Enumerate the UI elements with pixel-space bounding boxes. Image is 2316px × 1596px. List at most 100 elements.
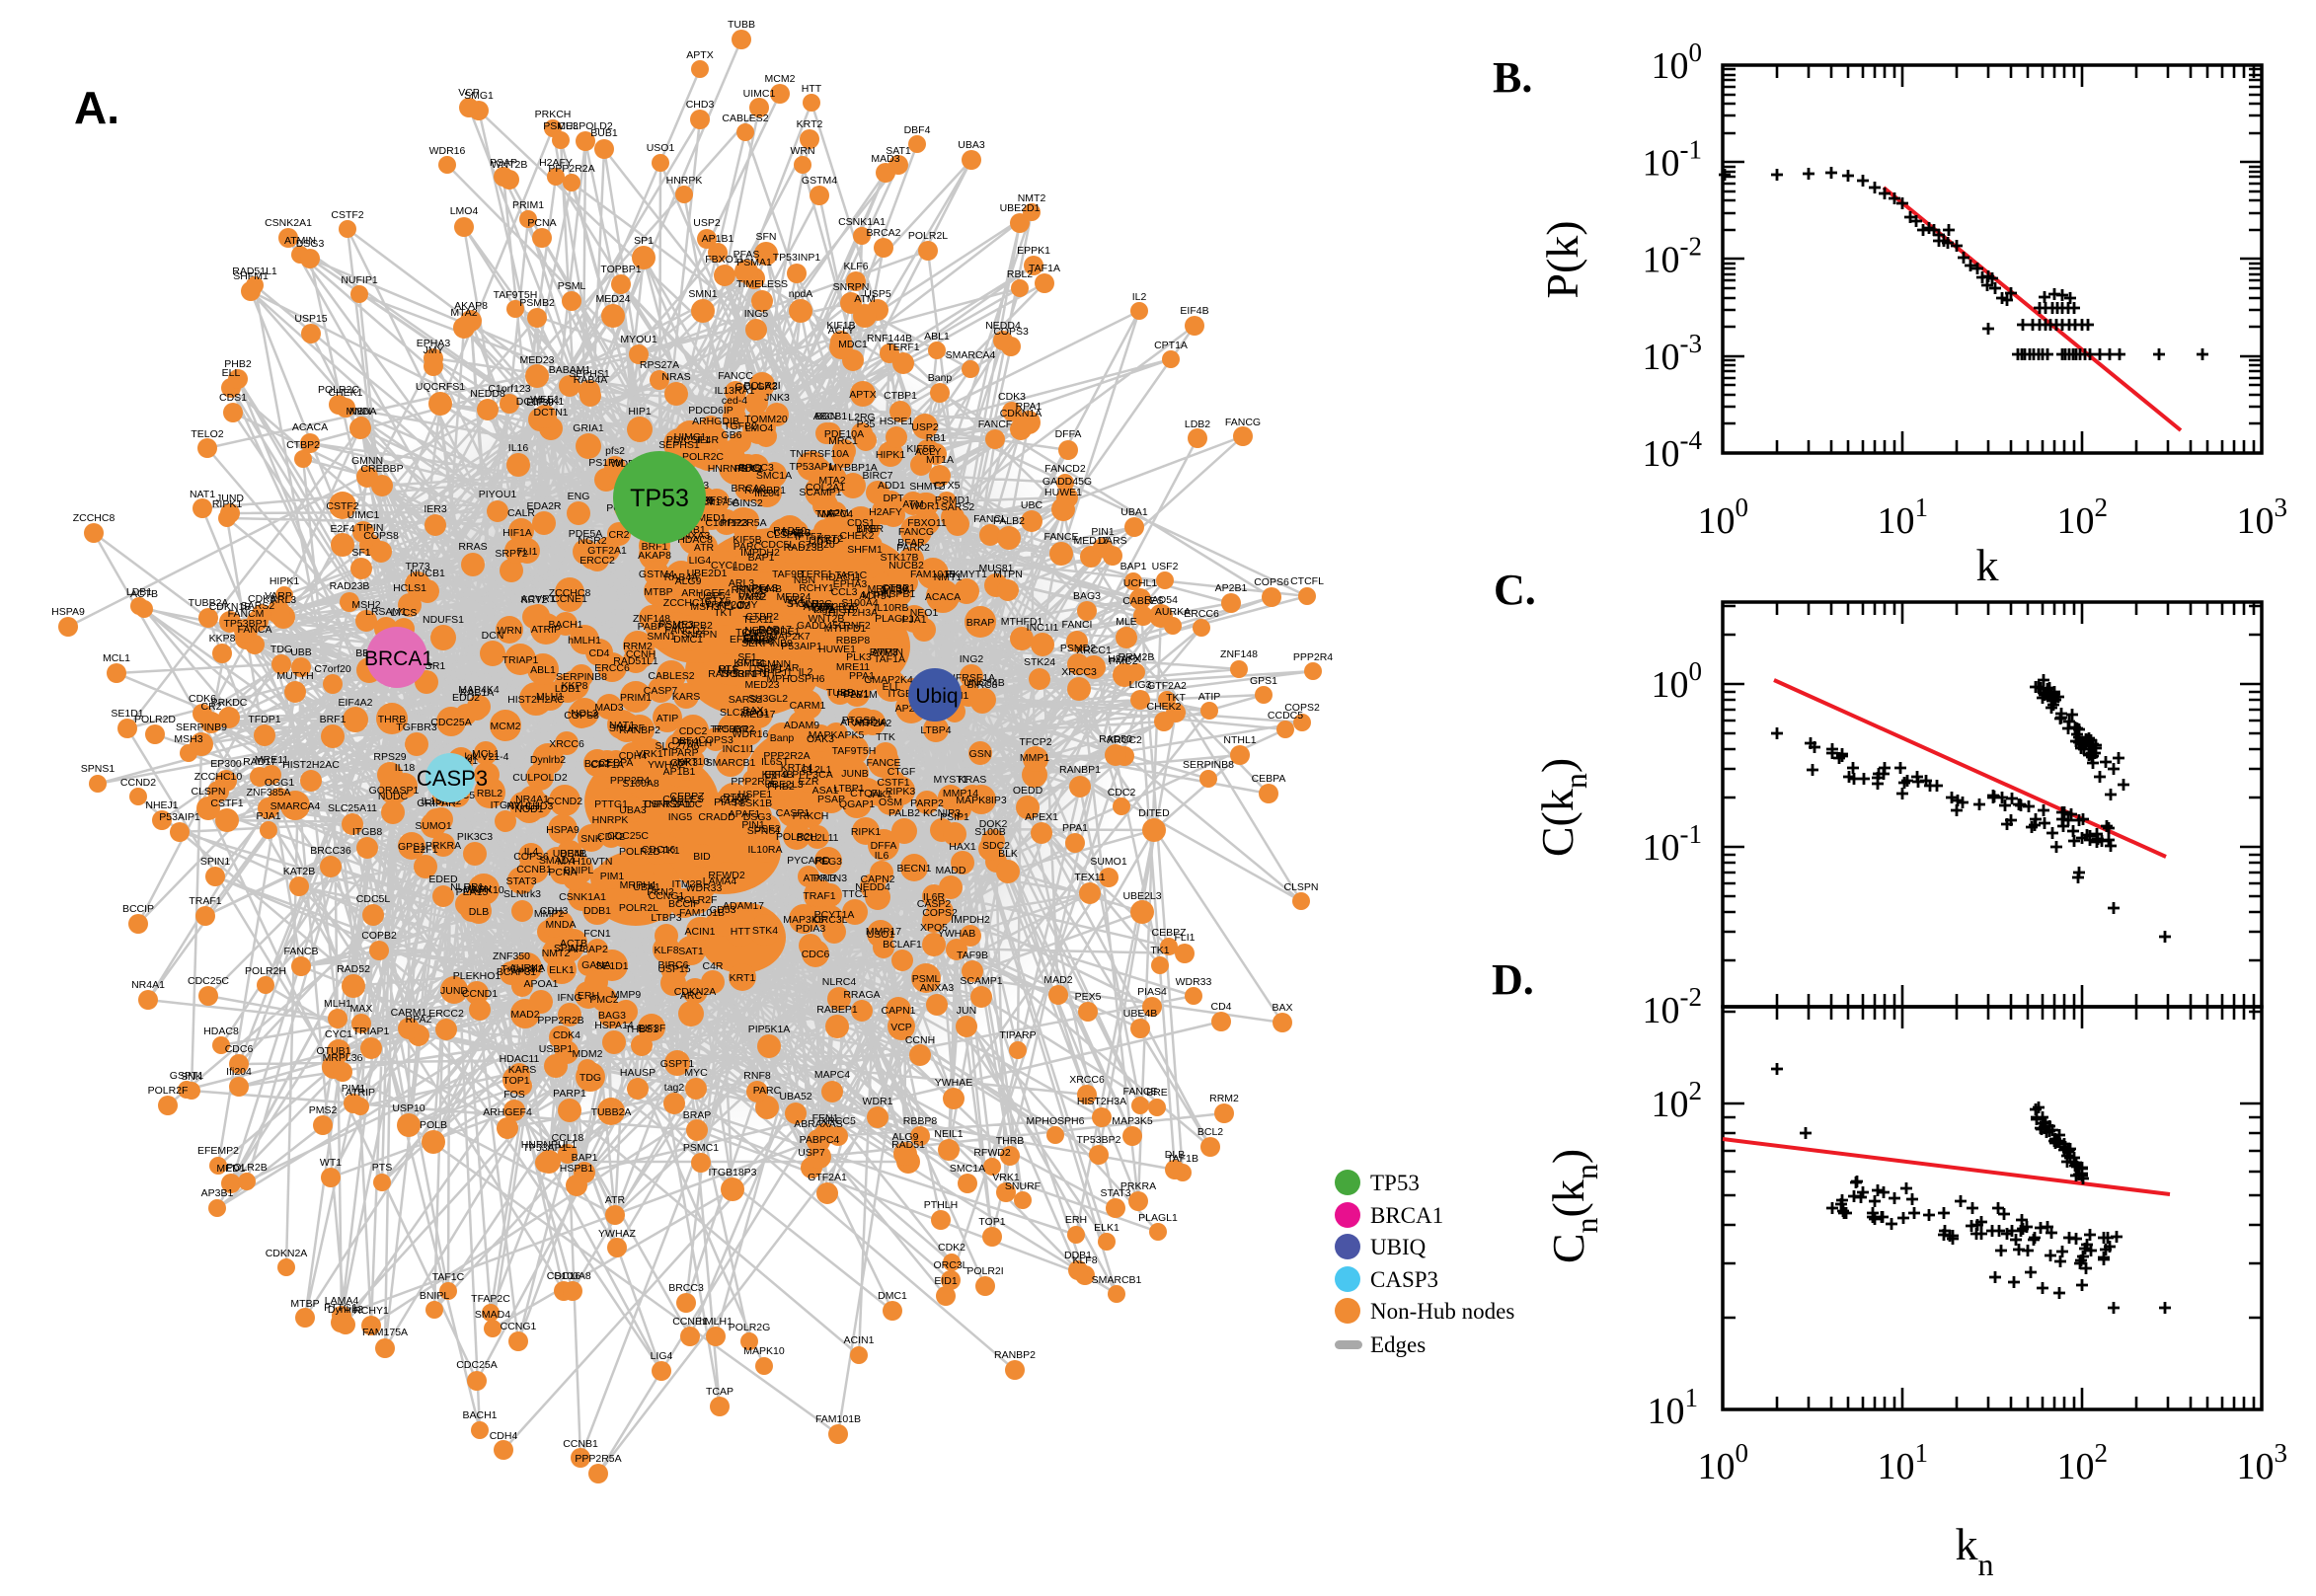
svg-text:UBE4B: UBE4B [553, 848, 586, 860]
svg-text:FBXO11: FBXO11 [907, 517, 947, 529]
svg-text:FANCE: FANCE [1043, 531, 1078, 543]
svg-text:FLI1: FLI1 [516, 546, 537, 558]
svg-text:RAD54: RAD54 [1144, 594, 1178, 606]
svg-text:ATMIN: ATMIN [284, 235, 316, 247]
svg-text:ZNF385A: ZNF385A [247, 787, 291, 798]
svg-text:LYCS: LYCS [391, 607, 418, 619]
svg-text:FCN1: FCN1 [583, 928, 611, 940]
svg-text:UBE2D1: UBE2D1 [687, 568, 728, 579]
svg-text:PARP1: PARP1 [553, 1088, 586, 1100]
svg-text:PSML: PSML [558, 280, 586, 292]
svg-text:MTBP: MTBP [290, 1298, 319, 1310]
svg-text:SMAD4: SMAD4 [475, 1309, 510, 1321]
svg-text:GSTM4: GSTM4 [802, 175, 837, 187]
svg-text:CDK2: CDK2 [938, 1242, 965, 1254]
svg-text:RPS27A: RPS27A [640, 359, 679, 371]
svg-text:CDC5L: CDC5L [356, 893, 391, 905]
svg-text:EFEMP2: EFEMP2 [197, 1145, 239, 1157]
svg-text:MPHOSPH6: MPHOSPH6 [767, 673, 825, 685]
svg-text:CDC25A: CDC25A [430, 717, 471, 728]
svg-text:SNK: SNK [580, 833, 602, 845]
svg-text:UCHL1: UCHL1 [1123, 577, 1158, 589]
svg-text:APTX: APTX [849, 389, 876, 401]
svg-text:RAD17: RAD17 [243, 756, 276, 768]
svg-text:MYH10: MYH10 [557, 856, 591, 868]
svg-text:LDB1: LDB1 [126, 586, 152, 598]
svg-text:IL2: IL2 [799, 666, 813, 678]
svg-text:DLB: DLB [469, 906, 489, 918]
svg-text:PSAP: PSAP [490, 157, 517, 169]
svg-text:LDB1: LDB1 [555, 683, 580, 695]
svg-text:ZCCHC10: ZCCHC10 [194, 771, 243, 783]
svg-text:MAPK8IP3: MAPK8IP3 [956, 795, 1007, 806]
svg-text:SERPINB9: SERPINB9 [741, 638, 793, 649]
svg-text:C4R: C4R [702, 960, 723, 972]
svg-text:ITGAV: ITGAV [491, 799, 521, 811]
svg-text:PDE5A: PDE5A [569, 528, 602, 540]
svg-text:CDC2: CDC2 [679, 725, 708, 737]
svg-text:MCM2: MCM2 [491, 721, 521, 732]
svg-text:TELO2: TELO2 [191, 428, 223, 440]
svg-text:INC1I1: INC1I1 [723, 743, 755, 755]
svg-text:HDAC8: HDAC8 [677, 534, 713, 546]
svg-text:MRE11: MRE11 [255, 754, 288, 766]
svg-text:Banp: Banp [770, 732, 795, 744]
svg-text:CCNH: CCNH [905, 1034, 935, 1046]
svg-text:CCNB1: CCNB1 [516, 864, 552, 875]
svg-text:GMNN: GMNN [351, 455, 383, 467]
svg-text:APOA1: APOA1 [523, 978, 558, 990]
svg-text:LTBP1: LTBP1 [833, 783, 864, 795]
svg-text:PFAS: PFAS [752, 582, 779, 594]
svg-text:RASGRF1: RASGRF1 [708, 668, 757, 680]
svg-text:DMC1: DMC1 [878, 1290, 907, 1302]
svg-text:PRTN3: PRTN3 [813, 873, 847, 884]
svg-text:FANCD2: FANCD2 [1044, 463, 1086, 475]
svg-text:PSME3: PSME3 [543, 120, 579, 132]
svg-text:HUWE1: HUWE1 [818, 644, 856, 655]
svg-text:TOPBP1: TOPBP1 [600, 264, 641, 275]
svg-text:HCLS1: HCLS1 [393, 582, 426, 594]
svg-text:E2F1: E2F1 [413, 844, 437, 856]
svg-text:EDD2: EDD2 [452, 692, 480, 704]
svg-text:RAD50: RAD50 [1099, 733, 1132, 745]
svg-text:UBE4B: UBE4B [1123, 1008, 1157, 1020]
svg-text:MED17: MED17 [740, 709, 775, 721]
svg-text:LTBP4: LTBP4 [920, 724, 951, 736]
svg-text:ABCB1: ABCB1 [813, 411, 848, 422]
svg-text:MED23: MED23 [519, 354, 554, 366]
svg-text:YWHAB: YWHAB [938, 928, 976, 940]
svg-text:RIPK1: RIPK1 [212, 498, 243, 510]
svg-text:CAPN1: CAPN1 [881, 1005, 915, 1017]
svg-text:lgk-V21-4: lgk-V21-4 [465, 751, 509, 763]
svg-text:BRAP: BRAP [683, 1109, 712, 1121]
svg-text:CL2L1: CL2L1 [802, 764, 832, 776]
svg-text:PDCD6IP: PDCD6IP [688, 405, 733, 417]
svg-text:RANBP1: RANBP1 [744, 485, 786, 496]
svg-text:FEN1: FEN1 [812, 1112, 839, 1124]
svg-text:ITGB18P3: ITGB18P3 [708, 1167, 756, 1178]
svg-text:PEA15: PEA15 [456, 886, 489, 898]
svg-text:PMC2: PMC2 [1109, 655, 1137, 667]
svg-text:CPT1A: CPT1A [1154, 340, 1188, 351]
svg-text:CASP7: CASP7 [644, 685, 678, 697]
svg-text:TP53INP1: TP53INP1 [773, 252, 821, 264]
svg-text:RABEP1: RABEP1 [816, 1004, 858, 1016]
svg-text:OAK3: OAK3 [807, 733, 834, 745]
svg-text:C7orf20: C7orf20 [798, 539, 835, 551]
svg-text:EID1: EID1 [743, 633, 767, 645]
svg-text:GSTM4: GSTM4 [639, 569, 674, 580]
svg-text:TGFBR3: TGFBR3 [396, 722, 437, 733]
svg-text:Dynlrb2: Dynlrb2 [530, 754, 566, 766]
svg-text:MTPN: MTPN [862, 589, 891, 601]
svg-text:ZNF148: ZNF148 [633, 613, 670, 625]
svg-text:CTBP2: CTBP2 [286, 439, 320, 451]
svg-text:TP53AP1: TP53AP1 [790, 461, 834, 473]
svg-text:CABLES: CABLES [1122, 595, 1163, 607]
svg-text:ATP2A2: ATP2A2 [854, 718, 891, 729]
svg-text:PALB2: PALB2 [888, 807, 920, 819]
svg-text:NTHL1: NTHL1 [1223, 734, 1256, 746]
svg-text:STK24: STK24 [1024, 656, 1055, 668]
svg-text:ARL3: ARL3 [729, 577, 754, 589]
svg-text:CCL18: CCL18 [552, 1132, 584, 1144]
svg-text:IL2: IL2 [1132, 291, 1147, 303]
